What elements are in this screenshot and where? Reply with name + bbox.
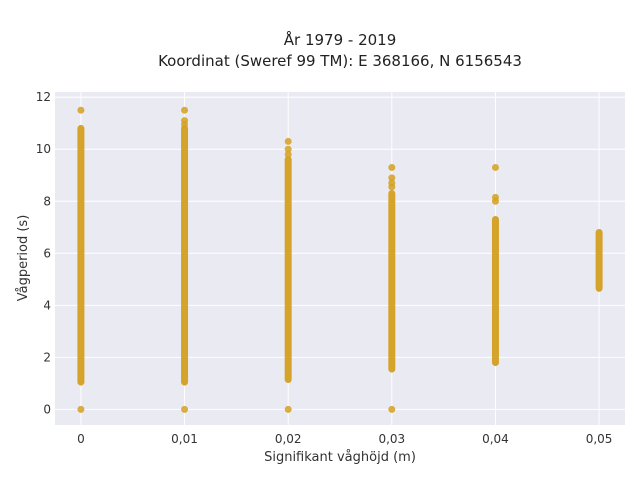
data-point: [388, 163, 396, 171]
x-tick-label: 0,04: [482, 432, 509, 446]
data-point: [491, 197, 499, 205]
y-axis-ticks: 0 2 4 6 8 10 12: [36, 90, 51, 416]
data-point: [491, 163, 499, 171]
y-tick-label: 12: [36, 90, 51, 104]
data-point: [181, 405, 189, 413]
y-tick-label: 8: [43, 194, 51, 208]
data-point: [388, 183, 396, 191]
y-tick-label: 6: [43, 246, 51, 260]
x-axis-ticks: 0 0,01 0,02 0,03 0,04 0,05: [77, 432, 612, 446]
data-point: [284, 150, 292, 158]
data-point: [388, 174, 396, 182]
data-point: [181, 106, 189, 114]
data-point: [284, 137, 292, 145]
plot-area: [55, 92, 625, 425]
x-tick-label: 0,05: [586, 432, 613, 446]
y-tick-label: 4: [43, 298, 51, 312]
x-tick-label: 0,03: [378, 432, 405, 446]
x-axis-label: Signifikant våghöjd (m): [264, 450, 416, 465]
data-point: [284, 145, 292, 153]
data-point: [77, 405, 85, 413]
y-axis-label: Vågperiod (s): [16, 215, 31, 302]
y-tick-label: 10: [36, 142, 51, 156]
x-tick-label: 0,01: [171, 432, 198, 446]
data-point: [181, 121, 189, 129]
chart-subtitle: Koordinat (Sweref 99 TM): E 368166, N 61…: [158, 52, 522, 70]
y-tick-label: 0: [43, 402, 51, 416]
data-point: [77, 106, 85, 114]
data-points: [77, 106, 603, 413]
data-point: [388, 405, 396, 413]
x-tick-label: 0: [77, 432, 85, 446]
data-point: [284, 405, 292, 413]
y-tick-label: 2: [43, 350, 51, 364]
x-tick-label: 0,02: [275, 432, 302, 446]
chart-title: År 1979 - 2019: [284, 30, 397, 49]
